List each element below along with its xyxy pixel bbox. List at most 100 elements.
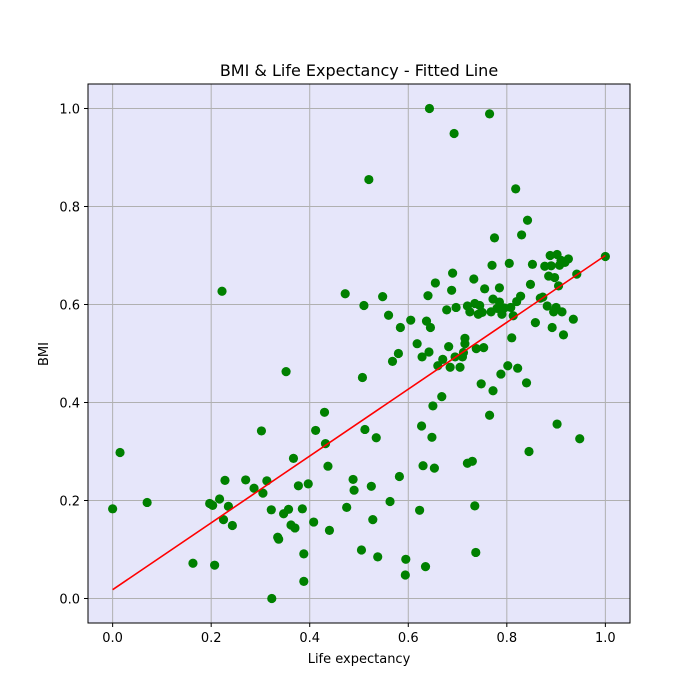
data-point xyxy=(447,285,457,295)
data-point xyxy=(324,525,335,535)
data-point xyxy=(488,386,498,396)
data-point xyxy=(427,432,437,442)
data-point xyxy=(297,504,307,514)
data-point xyxy=(522,215,533,225)
data-point xyxy=(406,315,416,325)
data-point xyxy=(430,278,440,288)
data-point xyxy=(342,502,352,512)
data-point xyxy=(368,515,378,525)
data-point xyxy=(417,352,427,362)
x-tick-label: 0.0 xyxy=(102,631,123,646)
data-point xyxy=(364,174,374,185)
x-tick-label: 1.0 xyxy=(595,631,616,646)
data-point xyxy=(568,314,578,324)
data-point xyxy=(448,268,458,278)
data-point xyxy=(477,307,487,317)
data-point xyxy=(467,456,477,466)
chart-title: BMI & Life Expectancy - Fitted Line xyxy=(220,61,498,80)
data-point xyxy=(504,258,514,268)
x-tick-label: 0.4 xyxy=(299,631,320,646)
data-point xyxy=(508,311,518,321)
y-tick-label: 0.8 xyxy=(59,201,80,216)
data-point xyxy=(425,322,436,333)
data-point xyxy=(371,433,381,443)
y-axis-title: BMI xyxy=(37,342,52,366)
data-point xyxy=(348,474,358,485)
data-point xyxy=(283,504,294,514)
data-point xyxy=(521,378,532,388)
data-point xyxy=(395,322,405,333)
x-tick-label: 0.2 xyxy=(201,631,222,646)
data-point xyxy=(460,339,470,349)
data-point xyxy=(340,289,350,299)
data-point xyxy=(418,461,428,471)
data-point xyxy=(387,356,398,366)
data-point xyxy=(394,471,405,482)
data-point xyxy=(479,343,489,353)
x-tick-label: 0.6 xyxy=(398,631,419,646)
data-point xyxy=(401,554,411,564)
data-point xyxy=(480,284,490,294)
x-tick-label: 0.8 xyxy=(496,631,517,646)
plot-frame xyxy=(87,83,631,624)
data-point xyxy=(311,425,321,436)
y-tick-label: 0.2 xyxy=(59,495,80,510)
data-point xyxy=(357,372,368,383)
data-point xyxy=(506,302,516,313)
data-point xyxy=(188,558,198,568)
data-point xyxy=(524,446,534,457)
data-point xyxy=(359,300,369,311)
data-point xyxy=(471,547,481,558)
data-point xyxy=(545,250,555,261)
data-point xyxy=(385,496,395,507)
data-point xyxy=(115,447,125,458)
data-point xyxy=(288,453,299,463)
data-point xyxy=(142,497,152,508)
data-point xyxy=(442,305,452,315)
data-point xyxy=(258,488,268,498)
data-point xyxy=(210,560,220,570)
y-tick-label: 0.4 xyxy=(59,397,80,412)
data-point xyxy=(484,109,495,119)
data-point xyxy=(516,291,526,301)
data-point xyxy=(449,128,459,139)
y-axis-ticks: 0.0 0.2 0.4 0.6 0.8 1.0 xyxy=(59,103,88,608)
data-point xyxy=(274,534,284,544)
data-point xyxy=(444,342,454,352)
data-point xyxy=(575,434,585,444)
data-point xyxy=(400,570,410,580)
data-point xyxy=(393,348,404,359)
data-point xyxy=(600,251,610,262)
data-point xyxy=(303,479,313,489)
data-point xyxy=(552,419,562,429)
data-point xyxy=(299,576,309,586)
data-point xyxy=(563,254,574,264)
data-point xyxy=(309,517,319,527)
fitted-line-layer xyxy=(112,254,606,591)
data-point xyxy=(424,103,435,114)
data-point xyxy=(470,501,480,511)
data-point xyxy=(437,392,447,402)
data-point xyxy=(558,330,569,340)
data-point xyxy=(471,344,481,354)
data-point xyxy=(241,475,251,485)
data-point xyxy=(267,593,277,604)
data-point xyxy=(513,363,523,373)
data-point xyxy=(420,562,431,572)
data-point xyxy=(546,261,556,271)
data-point xyxy=(438,354,448,364)
data-point xyxy=(489,233,500,243)
fitted-line xyxy=(112,254,606,591)
data-point xyxy=(428,401,438,411)
data-point xyxy=(494,283,505,293)
data-point xyxy=(517,230,527,240)
data-point xyxy=(415,505,425,515)
data-point xyxy=(208,500,218,510)
data-point xyxy=(214,494,225,504)
data-point xyxy=(290,523,300,533)
data-point xyxy=(429,463,439,473)
data-point xyxy=(266,505,276,515)
data-point xyxy=(256,426,267,436)
data-point xyxy=(349,485,359,495)
data-point xyxy=(378,292,388,302)
